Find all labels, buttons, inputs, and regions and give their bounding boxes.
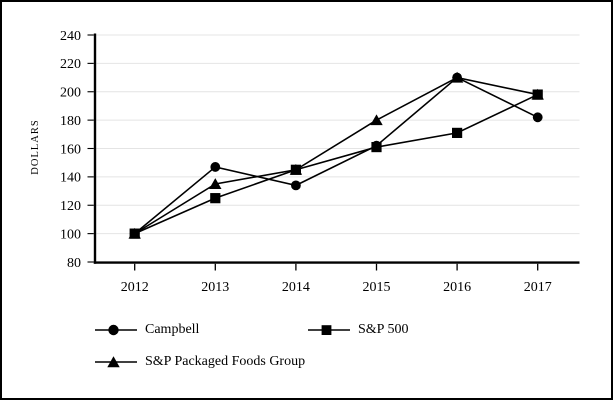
y-tick-label: 140: [60, 171, 81, 186]
y-tick-label: 240: [60, 29, 81, 44]
s-p-500-point-2016: [452, 127, 463, 138]
campbell-point-2016: [452, 72, 462, 83]
campbell-point-2017: [532, 112, 543, 123]
legend-label-packaged-foods: S&P Packaged Foods Group: [145, 354, 306, 369]
legend-item-sp500: S&P 500: [308, 323, 408, 337]
y-tick-label: 160: [60, 142, 81, 157]
y-tick-label: 200: [60, 86, 81, 101]
x-tick-label: 2015: [363, 280, 391, 295]
series-s-p-packaged-foods-group: [128, 71, 544, 239]
x-tick-labels: 2012 2013 2014 2015 2016 2017: [121, 263, 552, 295]
series-campbell: [129, 72, 543, 239]
x-tick-label: 2017: [524, 280, 552, 295]
campbell-circle-marker-icon: [95, 324, 137, 336]
x-tick-label: 2016: [443, 280, 471, 295]
s-p-500-point-2012: [129, 228, 140, 239]
s-p-500-point-2015: [371, 141, 382, 153]
legend-item-packaged-foods: S&P Packaged Foods Group: [95, 355, 305, 369]
y-tick-label: 220: [60, 57, 81, 72]
legend-label-campbell: Campbell: [145, 322, 200, 337]
packaged-foods-triangle-marker-icon: [95, 356, 137, 368]
s-p-500-point-2014: [290, 164, 301, 175]
s-p-packaged-foods-group-point-2013: [209, 178, 222, 189]
s-p-packaged-foods-group-point-2015: [370, 114, 383, 126]
x-tick-label: 2014: [282, 280, 310, 295]
y-tick-label: 80: [67, 256, 81, 271]
series-s-p-500: [129, 89, 543, 239]
y-tick-label: 100: [60, 227, 81, 242]
y-tick-label: 180: [60, 114, 81, 129]
x-tick-label: 2013: [201, 280, 229, 295]
s-p-500-point-2017: [532, 89, 543, 100]
series-line-s-p-500: [134, 93, 539, 235]
sp500-square-marker-icon: [308, 325, 350, 335]
series-line-campbell: [134, 76, 539, 235]
legend-label-sp500: S&P 500: [358, 322, 409, 337]
s-p-500-point-2013: [210, 193, 221, 204]
campbell-point-2013: [210, 162, 221, 172]
y-tick-label: 120: [60, 199, 81, 214]
y-gridlines: [96, 34, 580, 235]
y-tick-labels: 80 100 120 140 160 180 200 220 240: [60, 29, 94, 271]
y-axis-title: DOLLARS: [30, 119, 41, 174]
series-line-s-p-packaged-foods-group: [134, 76, 538, 235]
campbell-point-2014: [291, 180, 301, 191]
x-tick-label: 2012: [121, 280, 149, 295]
legend-item-campbell: Campbell: [95, 323, 199, 337]
